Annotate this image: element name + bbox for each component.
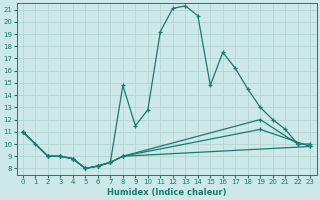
X-axis label: Humidex (Indice chaleur): Humidex (Indice chaleur): [107, 188, 226, 197]
